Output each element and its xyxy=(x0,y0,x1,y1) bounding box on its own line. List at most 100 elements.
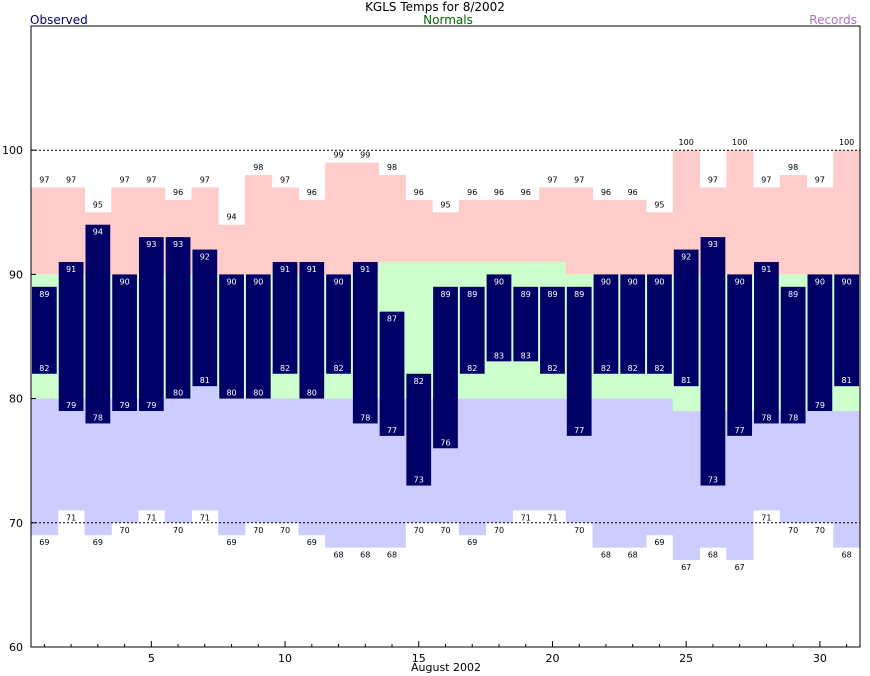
record-high-band xyxy=(753,187,781,275)
observed-low-label: 82 xyxy=(547,364,557,373)
observed-high-label: 90 xyxy=(735,277,745,286)
record-low-band xyxy=(298,398,326,536)
y-tick-label: 80 xyxy=(9,393,23,406)
record-low-band xyxy=(833,411,861,548)
observed-low-label: 79 xyxy=(815,401,825,410)
record-low-label: 71 xyxy=(200,513,210,522)
observed-low-label: 82 xyxy=(333,364,343,373)
record-low-label: 70 xyxy=(788,526,798,535)
observed-high-label: 90 xyxy=(842,277,852,286)
x-tick-label: 10 xyxy=(278,652,292,665)
record-high-label: 97 xyxy=(815,175,825,184)
record-high-label: 98 xyxy=(387,163,397,172)
observed-bar xyxy=(647,274,672,374)
record-high-band xyxy=(485,199,513,262)
record-low-band xyxy=(458,398,487,536)
record-low-band xyxy=(619,398,647,548)
x-tick-label: 5 xyxy=(148,652,155,665)
x-tick-label: 15 xyxy=(412,652,426,665)
observed-bar xyxy=(112,274,137,412)
record-low-label: 70 xyxy=(173,526,183,535)
observed-high-label: 89 xyxy=(574,290,584,299)
observed-low-label: 73 xyxy=(414,476,424,485)
record-low-band xyxy=(592,398,620,548)
record-high-label: 95 xyxy=(654,200,664,209)
record-low-band xyxy=(325,398,353,548)
record-low-band xyxy=(512,398,540,511)
record-high-label: 99 xyxy=(360,151,370,160)
observed-high-label: 90 xyxy=(226,277,236,286)
observed-low-label: 80 xyxy=(253,389,263,398)
record-high-label: 97 xyxy=(39,175,49,184)
observed-high-label: 93 xyxy=(173,240,183,249)
observed-low-label: 79 xyxy=(146,401,156,410)
observed-bar xyxy=(326,274,351,374)
record-low-label: 69 xyxy=(467,538,477,547)
record-low-label: 71 xyxy=(761,513,771,522)
observed-high-label: 93 xyxy=(146,240,156,249)
observed-bar xyxy=(352,261,378,424)
record-low-label: 71 xyxy=(66,513,76,522)
observed-high-label: 91 xyxy=(280,265,290,274)
record-low-band xyxy=(31,398,59,536)
record-high-band xyxy=(432,212,460,262)
observed-bar xyxy=(85,224,111,424)
record-low-band xyxy=(271,398,299,523)
observed-low-label: 83 xyxy=(521,351,531,360)
record-low-band xyxy=(57,398,85,511)
observed-high-label: 89 xyxy=(440,290,450,299)
record-high-label: 97 xyxy=(547,175,557,184)
observed-bar xyxy=(272,261,298,374)
record-high-band xyxy=(512,199,540,262)
observed-high-label: 89 xyxy=(788,290,798,299)
observed-high-label: 90 xyxy=(253,277,263,286)
record-low-label: 68 xyxy=(601,551,611,560)
observed-bar xyxy=(754,261,779,424)
record-high-label: 97 xyxy=(574,175,584,184)
observed-bar xyxy=(700,237,726,486)
observed-low-label: 78 xyxy=(761,413,771,422)
observed-low-label: 79 xyxy=(120,401,130,410)
observed-bar xyxy=(566,286,592,436)
observed-high-label: 93 xyxy=(708,240,718,249)
observed-bar xyxy=(299,261,325,399)
observed-low-label: 82 xyxy=(39,364,49,373)
observed-high-label: 90 xyxy=(628,277,638,286)
observed-bar xyxy=(540,286,565,374)
record-low-label: 70 xyxy=(440,526,450,535)
observed-bar xyxy=(673,249,699,387)
observed-bar xyxy=(165,237,191,399)
observed-bar xyxy=(219,274,244,399)
record-high-label: 95 xyxy=(93,200,103,209)
observed-low-label: 80 xyxy=(173,389,183,398)
record-high-band xyxy=(298,199,326,275)
observed-bar xyxy=(406,373,432,486)
observed-high-label: 91 xyxy=(66,265,76,274)
record-low-label: 71 xyxy=(521,513,531,522)
record-high-band xyxy=(539,187,567,262)
observed-low-label: 78 xyxy=(360,413,370,422)
observed-bar xyxy=(513,286,539,362)
record-high-band xyxy=(325,162,353,275)
observed-low-label: 80 xyxy=(226,389,236,398)
record-high-band xyxy=(779,175,808,275)
record-low-label: 70 xyxy=(414,526,424,535)
record-low-label: 70 xyxy=(253,526,263,535)
observed-low-label: 73 xyxy=(708,476,718,485)
record-high-label: 100 xyxy=(679,138,694,147)
observed-high-label: 91 xyxy=(307,265,317,274)
record-high-label: 96 xyxy=(494,188,504,197)
observed-bar xyxy=(459,286,485,374)
observed-high-label: 90 xyxy=(333,277,343,286)
x-tick-label: 30 xyxy=(813,652,827,665)
record-high-band xyxy=(458,199,487,262)
observed-low-label: 81 xyxy=(200,376,210,385)
record-high-band xyxy=(405,199,433,262)
record-low-label: 68 xyxy=(628,551,638,560)
record-low-band xyxy=(111,398,139,523)
observed-bar xyxy=(727,274,753,436)
observed-bar xyxy=(593,274,619,374)
record-low-label: 69 xyxy=(307,538,317,547)
y-tick-label: 70 xyxy=(9,517,23,530)
observed-low-label: 82 xyxy=(280,364,290,373)
